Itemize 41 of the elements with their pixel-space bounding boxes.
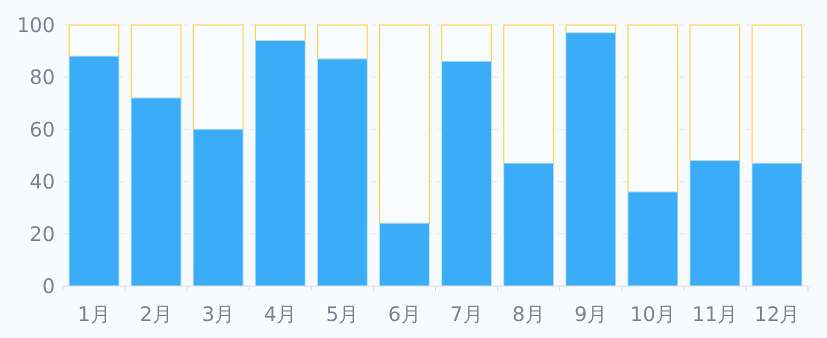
- x-tick-label: 4月: [264, 302, 297, 326]
- bar: [130, 24, 182, 99]
- y-tick-label: 100: [16, 13, 55, 37]
- bar: [379, 222, 430, 286]
- x-tick-label: 2月: [140, 302, 172, 326]
- bar: [627, 24, 678, 193]
- x-tick-label: 12月: [754, 302, 800, 326]
- bar: [68, 24, 120, 57]
- bar: [503, 162, 554, 286]
- y-tick-label: 0: [42, 274, 55, 298]
- x-tick-label: 10月: [630, 302, 676, 326]
- bar: [130, 98, 182, 286]
- bar: [628, 192, 678, 286]
- x-tick-label: 9月: [574, 302, 608, 326]
- bar: [192, 24, 244, 130]
- bar: [689, 24, 740, 162]
- bar: [441, 24, 492, 62]
- bar: [752, 24, 802, 164]
- x-tick-label: 8月: [512, 302, 545, 326]
- bar: [690, 160, 740, 286]
- bar: [192, 129, 244, 286]
- bar: [255, 40, 306, 286]
- bar: [441, 61, 492, 286]
- x-tick-label: 7月: [450, 302, 483, 326]
- bar: [565, 32, 616, 286]
- bar: [254, 24, 306, 42]
- x-tick-label: 3月: [202, 302, 235, 326]
- bar: [316, 24, 368, 60]
- y-tick-label: 60: [30, 117, 55, 142]
- bar: [317, 58, 368, 286]
- x-tick-label: 11月: [692, 302, 738, 326]
- bar: [503, 24, 554, 164]
- x-tick-label: 6月: [388, 302, 421, 326]
- bar: [379, 24, 430, 224]
- y-tick-label: 20: [30, 222, 55, 246]
- x-tick-label: 5月: [326, 302, 359, 326]
- bar: [752, 162, 802, 286]
- y-tick-label: 80: [30, 65, 55, 90]
- y-tick-label: 40: [30, 170, 55, 194]
- x-tick-label: 1月: [78, 302, 110, 326]
- bar: [68, 56, 120, 286]
